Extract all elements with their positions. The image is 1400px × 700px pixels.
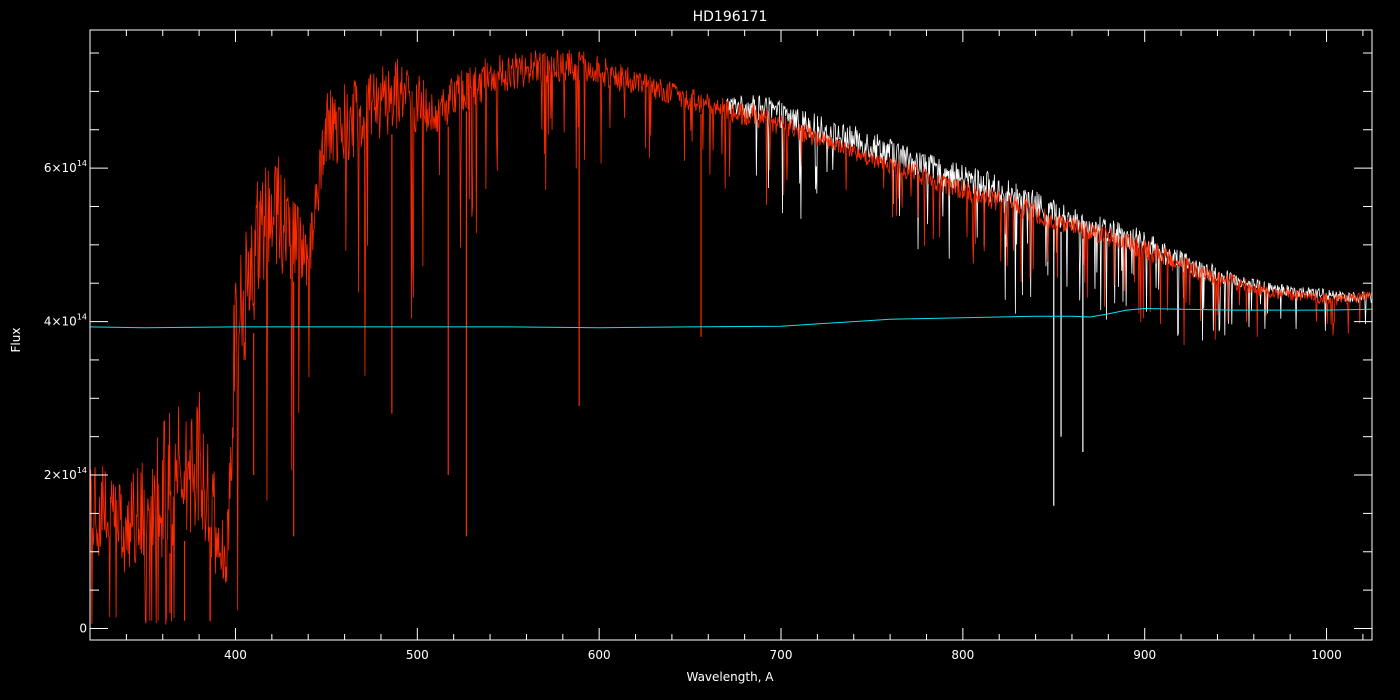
x-tick-label: 600 <box>588 648 611 662</box>
y-tick-mantissa: 6×10 <box>44 161 77 175</box>
y-tick-exponent: 14 <box>77 313 87 322</box>
y-tick-label: 4×1014 <box>44 313 87 329</box>
y-tick-label: 0 <box>79 621 87 635</box>
y-tick-label: 2×1014 <box>44 466 87 482</box>
axes: 400 500 600 700 800 900 100002×10144×10146×101… <box>44 29 1373 662</box>
x-tick-label: 400 <box>224 648 247 662</box>
x-tick-label: 1000 <box>1311 648 1342 662</box>
y-axis-label: Flux <box>9 328 23 353</box>
x-tick-label: 800 <box>951 648 974 662</box>
spectrum-line-0 <box>726 95 1373 341</box>
x-tick-label: 500 <box>406 648 429 662</box>
y-tick-mantissa: 0 <box>79 621 87 635</box>
x-tick-label: 700 <box>770 648 793 662</box>
plot-frame <box>89 29 1373 641</box>
spectrum-line-1 <box>89 49 1373 625</box>
y-tick-mantissa: 4×10 <box>44 315 77 329</box>
absorption-lines <box>169 80 1084 621</box>
y-tick-exponent: 14 <box>77 466 87 475</box>
chart-title: HD196171 <box>693 9 768 25</box>
spectrum-series-1 <box>89 49 1373 625</box>
x-axis-label: Wavelength, A <box>686 670 774 684</box>
y-tick-mantissa: 2×10 <box>44 468 77 482</box>
x-tick-label: 900 <box>1133 648 1156 662</box>
y-tick-exponent: 14 <box>77 159 87 168</box>
continuum-line <box>89 307 1373 329</box>
spectrum-series-0 <box>726 95 1373 341</box>
plot-area <box>89 49 1373 625</box>
y-tick-label: 6×1014 <box>44 159 87 175</box>
